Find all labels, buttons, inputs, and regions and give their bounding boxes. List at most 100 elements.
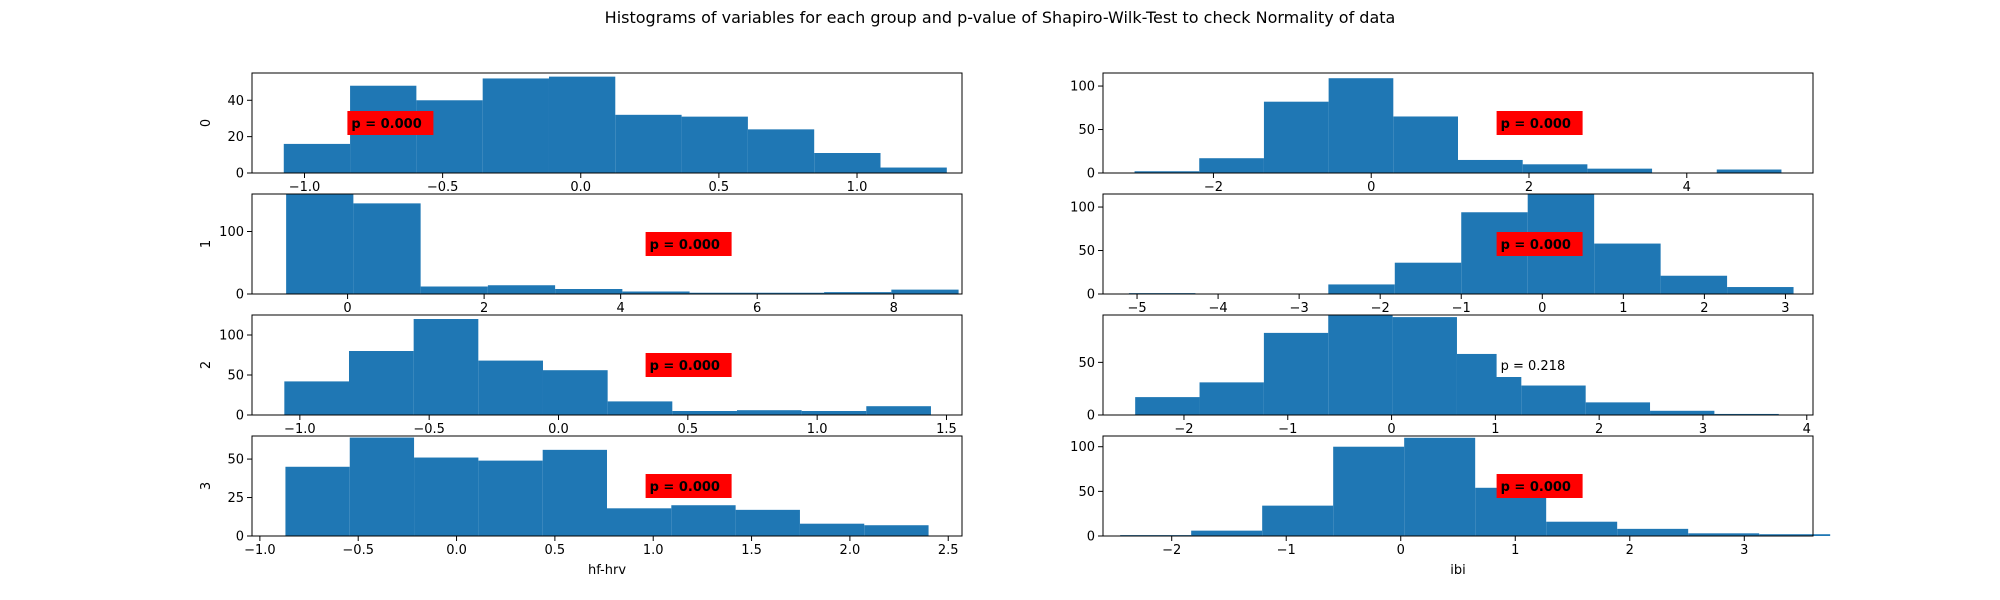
p-value-label: p = 0.000: [650, 238, 720, 253]
histogram-bar: [1617, 528, 1689, 536]
histogram-bar: [747, 129, 815, 173]
histogram-bar: [1585, 402, 1651, 415]
x-tick-label: −4: [1209, 301, 1228, 316]
subplot-1-1: −5 −4 −3 −2 −1 0 1 2 3 0 50 100 p = 0.000: [1070, 193, 1814, 316]
x-tick-label: 2.0: [840, 543, 861, 558]
x-tick-label: −0.5: [342, 543, 374, 558]
axes-frame: [1102, 72, 1814, 174]
histogram-bar: [1546, 521, 1618, 536]
y-axis-label: 3: [199, 482, 214, 490]
y-axis-label: 0: [199, 119, 214, 127]
p-value-label: p = 0.218: [1501, 359, 1566, 374]
histogram-bar: [1263, 101, 1329, 173]
histogram-bar: [1587, 168, 1653, 173]
p-value-label: p = 0.000: [1501, 238, 1571, 253]
p-value-box: [645, 474, 732, 498]
x-tick-label: 0: [343, 301, 351, 316]
histogram-bar: [283, 143, 351, 173]
histogram-bar: [548, 76, 616, 173]
histogram-bar: [353, 203, 421, 294]
histogram-bar: [1393, 116, 1458, 173]
histogram-bar: [284, 381, 349, 415]
histogram-bar: [671, 505, 736, 536]
x-tick-label: 0: [1367, 180, 1375, 195]
x-tick-label: −0.5: [427, 180, 459, 195]
histogram-bar: [1522, 164, 1588, 173]
x-tick-label: −1: [1277, 543, 1296, 558]
p-value-box: [347, 111, 434, 135]
histogram-bar: [880, 167, 947, 173]
y-axis-label: 1: [199, 240, 214, 248]
y-tick-label: 0: [236, 530, 244, 545]
histogram-bar: [681, 116, 748, 173]
x-tick-label: −2: [1174, 422, 1193, 437]
x-tick-label: 0.5: [709, 180, 730, 195]
y-tick-label: 100: [219, 329, 244, 344]
x-tick-label: 0: [1397, 543, 1405, 558]
y-tick-label: 0: [236, 288, 244, 303]
x-tick-label: 2: [480, 301, 488, 316]
histogram-bar: [1199, 158, 1264, 173]
histogram-bar: [1328, 315, 1393, 415]
x-tick-label: 0: [1538, 301, 1546, 316]
y-tick-label: 100: [1070, 440, 1095, 455]
histogram-bar: [1134, 171, 1200, 173]
x-tick-label: −1.0: [244, 543, 276, 558]
histogram-bar: [420, 286, 488, 294]
x-axis-label: hf-hrv: [588, 563, 626, 578]
histogram-bar: [1714, 413, 1779, 415]
subplot-2-1: −2 −1 0 1 2 3 4 0 50 p = 0.218: [1078, 314, 1814, 437]
histogram-bar: [413, 319, 479, 415]
histogram-bar: [555, 289, 623, 294]
y-tick-label: 50: [1078, 356, 1095, 371]
axes-frame: [251, 435, 963, 537]
x-tick-label: 8: [890, 301, 898, 316]
histogram-bar: [672, 411, 737, 415]
x-tick-label: 2: [1700, 301, 1708, 316]
histogram-bar: [1688, 533, 1760, 536]
x-tick-label: 0.5: [677, 422, 698, 437]
y-tick-label: 0: [1087, 288, 1095, 303]
y-axis-label: 2: [199, 361, 214, 369]
y-tick-label: 100: [1070, 201, 1095, 216]
x-tick-label: 1.5: [741, 543, 762, 558]
y-tick-label: 50: [1078, 485, 1095, 500]
histogram-bar: [735, 509, 800, 536]
subplot-3-0: −1.0 −0.5 0.0 0.5 1.0 1.5 2.0 2.5 0 25 50 3 hf-hrv p …: [199, 435, 963, 578]
histogram-bar: [414, 457, 479, 536]
subplot-0-1: −2 0 2 4 0 50 100 p = 0.000: [1070, 72, 1814, 195]
histogram-bar: [607, 401, 673, 415]
histogram-bar: [801, 411, 867, 415]
histogram-bar: [542, 370, 608, 415]
x-tick-label: 2: [1595, 422, 1603, 437]
histogram-bar: [286, 194, 354, 294]
subplot-0-0: −1.0 −0.5 0.0 0.5 1.0 0 20 40 0 p = 0.000: [199, 72, 963, 195]
axes-frame: [1102, 193, 1814, 295]
histogram-bar: [866, 406, 931, 415]
axes-frame: [251, 193, 963, 295]
x-tick-label: 3: [1740, 543, 1748, 558]
y-tick-label: 0: [236, 167, 244, 182]
p-value-label: p = 0.000: [1501, 480, 1571, 495]
y-tick-label: 50: [227, 453, 244, 468]
x-tick-label: 3: [1781, 301, 1789, 316]
x-tick-label: 0.0: [570, 180, 591, 195]
p-value-label: p = 0.000: [650, 480, 720, 495]
y-tick-label: 100: [219, 225, 244, 240]
y-tick-label: 20: [227, 130, 244, 145]
x-tick-label: −1.0: [284, 422, 316, 437]
histogram-bar: [1759, 534, 1831, 536]
p-value-box: [1496, 474, 1583, 498]
p-value-box: [1496, 353, 1579, 377]
p-value-label: p = 0.000: [351, 117, 421, 132]
x-tick-label: 6: [753, 301, 761, 316]
x-tick-label: −1: [1452, 301, 1471, 316]
histogram-bar: [1262, 505, 1334, 536]
histogram-bar: [1404, 437, 1476, 536]
histogram-bar: [891, 289, 959, 294]
axes-frame: [1102, 435, 1814, 537]
histogram-bar: [1135, 397, 1200, 415]
histogram-bar: [1191, 530, 1263, 536]
histogram-bar: [689, 292, 757, 294]
p-value-label: p = 0.000: [650, 359, 720, 374]
